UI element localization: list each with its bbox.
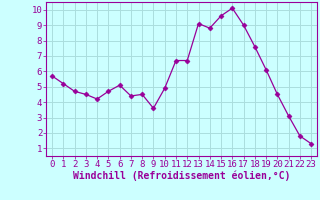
- X-axis label: Windchill (Refroidissement éolien,°C): Windchill (Refroidissement éolien,°C): [73, 171, 290, 181]
